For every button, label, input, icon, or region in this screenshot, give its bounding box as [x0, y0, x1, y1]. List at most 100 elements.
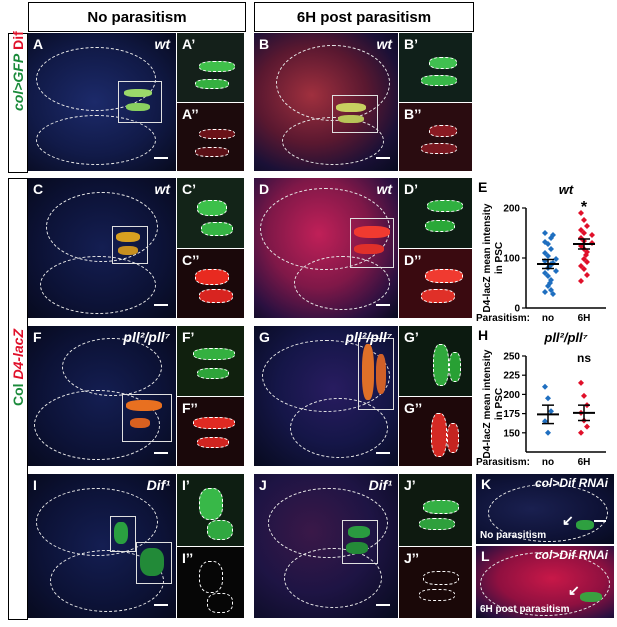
panel-A1: A’ — [177, 33, 244, 102]
panel-C: C wt — [28, 178, 176, 318]
y-tick-label: 150 — [503, 428, 520, 439]
significance-label: * — [581, 199, 588, 216]
panel-D2: D’’ — [399, 249, 472, 318]
chart-panel-label: H — [478, 327, 488, 343]
header-no-parasitism: No parasitism — [28, 2, 246, 32]
chart-ylabel: D4-lacZ mean intensityin PSC — [482, 349, 505, 458]
panel-G1: G’ — [399, 326, 472, 396]
data-point — [542, 383, 548, 390]
genotype-pll-F: pll²/pll⁷ — [123, 329, 170, 345]
genotype-wt-A: wt — [154, 36, 170, 52]
x-tick-label: 6H — [578, 313, 591, 324]
panel-label-K: K — [481, 476, 492, 492]
scale-bar — [154, 604, 168, 606]
scale-bar — [376, 304, 390, 306]
panel-label-L: L — [481, 548, 490, 564]
data-point — [550, 291, 556, 297]
panel-F2: F’’ — [177, 397, 244, 466]
panel-G: G pll²/pll⁷ — [254, 326, 398, 466]
panel-label-I: I — [33, 477, 37, 493]
panel-label-F: F — [33, 329, 42, 345]
panel-label-F1: F’ — [182, 329, 195, 345]
data-point — [584, 223, 590, 229]
panel-label-C2: C’’ — [182, 252, 200, 268]
panel-label-B1: B’ — [404, 36, 418, 52]
scale-bar — [154, 452, 168, 454]
data-point — [578, 429, 584, 436]
caption-no-parasitism: No parasitism — [480, 530, 547, 541]
data-point — [581, 392, 587, 399]
scale-bar — [154, 304, 168, 306]
genotype-wt-B: wt — [376, 36, 392, 52]
panel-label-B: B — [259, 36, 270, 52]
data-point — [545, 429, 551, 436]
panel-D1: D’ — [399, 178, 472, 248]
chart-title: wt — [559, 182, 574, 197]
chart-ylabel: D4-lacZ mean intensityin PSC — [482, 203, 505, 312]
panel-label-C1: C’ — [182, 181, 196, 197]
panel-label-F2: F’’ — [182, 400, 198, 416]
data-point — [581, 230, 587, 236]
side-label-dif: Dif — [10, 31, 26, 50]
panel-label-A: A — [33, 36, 44, 52]
scale-bar — [376, 157, 390, 159]
panel-C1: C’ — [177, 178, 244, 248]
genotype-dif-I: Dif¹ — [146, 477, 170, 493]
data-point — [548, 246, 554, 252]
x-label-prefix: Parasitism: — [476, 457, 530, 468]
y-tick-label: 175 — [503, 409, 520, 420]
panel-A: A wt — [28, 33, 176, 171]
data-point — [578, 379, 584, 386]
panel-label-J1: J’ — [404, 477, 416, 493]
panel-label-J2: J’’ — [404, 550, 420, 566]
panel-C2: C’’ — [177, 249, 244, 318]
x-label-prefix: Parasitism: — [476, 313, 530, 324]
data-point — [584, 259, 590, 265]
y-tick-label: 200 — [503, 204, 520, 215]
chart-panel-label: E — [478, 179, 487, 195]
data-point — [548, 235, 554, 241]
significance-label: ns — [577, 351, 591, 365]
panel-B2: B’’ — [399, 103, 472, 171]
scale-bar — [376, 452, 390, 454]
data-point — [545, 253, 551, 259]
panel-label-A2: A’’ — [182, 106, 199, 122]
y-tick-label: 250 — [503, 352, 520, 363]
side-label-box-top: col>GFP Dif — [8, 31, 28, 173]
panel-A2: A’’ — [177, 103, 244, 171]
panel-F: F pll²/pll⁷ — [28, 326, 176, 466]
panel-D: D wt — [254, 178, 398, 318]
arrow-icon: ↙ — [568, 582, 580, 598]
panel-J1: J’ — [399, 474, 472, 546]
scale-bar — [594, 520, 606, 522]
header-post-parasitism: 6H post parasitism — [254, 2, 474, 32]
data-point — [545, 273, 551, 279]
arrow-icon: ↙ — [562, 512, 574, 528]
x-tick-label: no — [542, 313, 554, 324]
data-point — [545, 395, 551, 402]
y-tick-label: 225 — [503, 371, 520, 382]
genotype-dif-J: Dif¹ — [368, 477, 392, 493]
genotype-wt-D: wt — [376, 181, 392, 197]
panel-L: L col>Dif RNAi ↙ 6H post parasitism — [476, 546, 614, 618]
chart-title: pll²/pll⁷ — [543, 330, 587, 345]
data-point — [581, 266, 587, 272]
side-label-d4-lacz: D4-lacZ — [10, 328, 26, 380]
scale-bar — [154, 157, 168, 159]
genotype-pll-G: pll²/pll⁷ — [345, 329, 392, 345]
panel-label-I2: I’’ — [182, 550, 194, 566]
panel-B1: B’ — [399, 33, 472, 102]
data-point — [584, 423, 590, 430]
panel-I1: I’ — [177, 474, 244, 546]
data-point — [548, 408, 554, 415]
data-point — [578, 210, 584, 216]
panel-label-J: J — [259, 477, 267, 493]
data-point — [553, 256, 559, 262]
genotype-wt-C: wt — [154, 181, 170, 197]
panel-label-D2: D’’ — [404, 252, 422, 268]
side-label-col-gfp: col>GFP — [10, 53, 26, 111]
scale-bar — [376, 604, 390, 606]
data-point — [542, 418, 548, 425]
